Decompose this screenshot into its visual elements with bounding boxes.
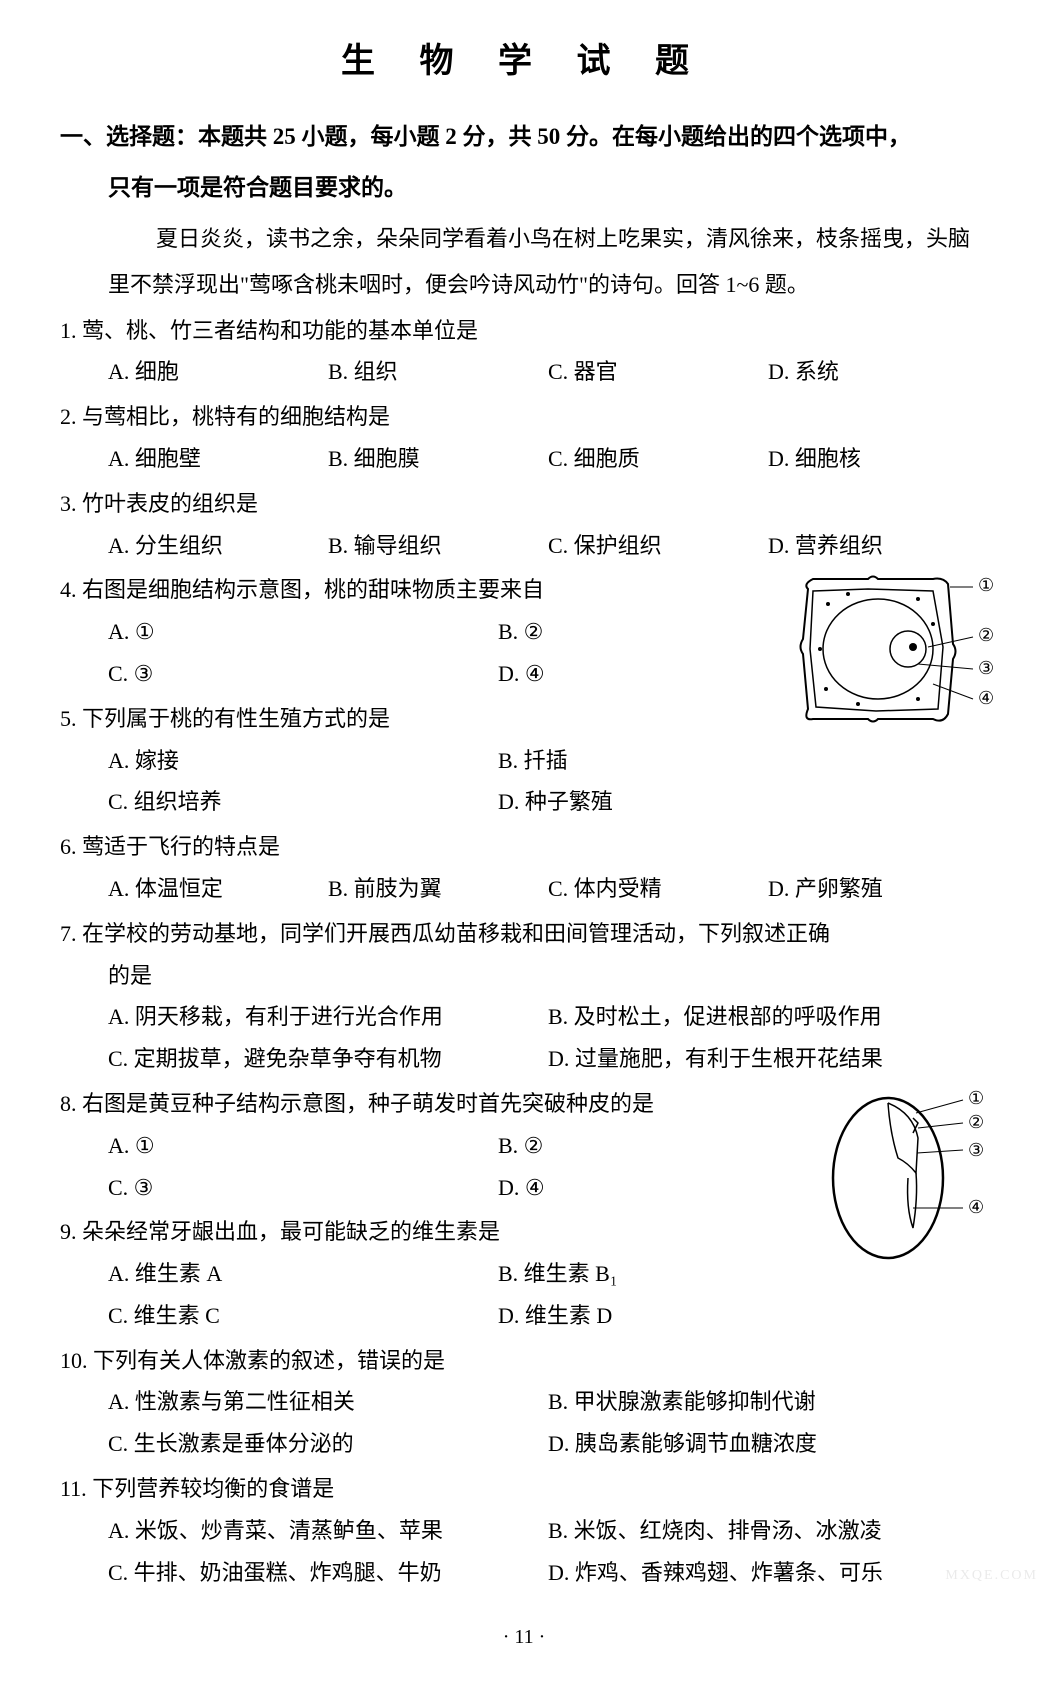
q2-stem: 2. 与莺相比，桃特有的细胞结构是 bbox=[60, 396, 988, 438]
exam-title: 生 物 学 试 题 bbox=[60, 30, 988, 95]
section-header-line1: 一、选择题：本题共 25 小题，每小题 2 分，共 50 分。在每小题给出的四个… bbox=[60, 115, 988, 159]
q7-options-row1: A. 阴天移栽，有利于进行光合作用 B. 及时松土，促进根部的呼吸作用 bbox=[60, 996, 988, 1038]
q10-options-row1: A. 性激素与第二性征相关 B. 甲状腺激素能够抑制代谢 bbox=[60, 1381, 988, 1423]
watermark: MXQE.COM bbox=[945, 1563, 1038, 1590]
q1-opt-b: B. 组织 bbox=[328, 351, 548, 393]
q6-opt-c: C. 体内受精 bbox=[548, 868, 768, 910]
q5-opt-c: C. 组织培养 bbox=[108, 781, 498, 823]
question-7: 7. 在学校的劳动基地，同学们开展西瓜幼苗移栽和田间管理活动，下列叙述正确 的是… bbox=[60, 913, 988, 1080]
q3-opt-a: A. 分生组织 bbox=[108, 525, 328, 567]
seed-label-1: ① bbox=[968, 1088, 984, 1108]
q2-options: A. 细胞壁 B. 细胞膜 C. 细胞质 D. 细胞核 bbox=[60, 438, 988, 480]
q7-opt-a: A. 阴天移栽，有利于进行光合作用 bbox=[108, 996, 548, 1038]
q9-opt-c: C. 维生素 C bbox=[108, 1295, 498, 1337]
q1-opt-d: D. 系统 bbox=[768, 351, 988, 393]
q6-opt-a: A. 体温恒定 bbox=[108, 868, 328, 910]
passage: 夏日炎炎，读书之余，朵朵同学看着小鸟在树上吃果实，清风徐来，枝条摇曳，头脑 里不… bbox=[60, 218, 988, 306]
q9-options-row2: C. 维生素 C D. 维生素 D bbox=[60, 1295, 988, 1337]
q2-opt-a: A. 细胞壁 bbox=[108, 438, 328, 480]
q11-opt-d: D. 炸鸡、香辣鸡翅、炸薯条、可乐 bbox=[548, 1552, 988, 1594]
q10-stem: 10. 下列有关人体激素的叙述，错误的是 bbox=[60, 1340, 988, 1382]
q6-opt-b: B. 前肢为翼 bbox=[328, 868, 548, 910]
q5-opt-a: A. 嫁接 bbox=[108, 740, 498, 782]
q3-options: A. 分生组织 B. 输导组织 C. 保护组织 D. 营养组织 bbox=[60, 525, 988, 567]
seed-label-3: ③ bbox=[968, 1140, 984, 1160]
passage-line2: 里不禁浮现出"莺啄含桃未咽时，便会吟诗风动竹"的诗句。回答 1~6 题。 bbox=[60, 264, 988, 306]
question-8: ① ② ③ ④ 8. 右图是黄豆种子结构示意图，种子萌发时首先突破种皮的是 A.… bbox=[60, 1083, 988, 1208]
q8-opt-c: C. ③ bbox=[108, 1167, 498, 1209]
question-9: 9. 朵朵经常牙龈出血，最可能缺乏的维生素是 A. 维生素 A B. 维生素 B… bbox=[60, 1211, 988, 1336]
q3-stem: 3. 竹叶表皮的组织是 bbox=[60, 483, 988, 525]
q5-options-row1: A. 嫁接 B. 扦插 bbox=[60, 740, 988, 782]
question-5: 5. 下列属于桃的有性生殖方式的是 A. 嫁接 B. 扦插 C. 组织培养 D.… bbox=[60, 698, 988, 823]
q6-stem: 6. 莺适于飞行的特点是 bbox=[60, 826, 988, 868]
q7-stem-cont: 的是 bbox=[60, 955, 988, 997]
q11-opt-b: B. 米饭、红烧肉、排骨汤、冰激凌 bbox=[548, 1510, 988, 1552]
q4-opt-a: A. ① bbox=[108, 611, 498, 653]
q5-opt-d: D. 种子繁殖 bbox=[498, 781, 988, 823]
q7-opt-c: C. 定期拔草，避免杂草争夺有机物 bbox=[108, 1038, 548, 1080]
q6-opt-d: D. 产卵繁殖 bbox=[768, 868, 988, 910]
question-4: ① ② ③ ④ 4. 右图是细胞结构示意图，桃的甜味物质主要来自 A. ① B.… bbox=[60, 569, 988, 694]
q9-opt-d: D. 维生素 D bbox=[498, 1295, 988, 1337]
q7-stem: 7. 在学校的劳动基地，同学们开展西瓜幼苗移栽和田间管理活动，下列叙述正确 bbox=[60, 913, 988, 955]
question-11: 11. 下列营养较均衡的食谱是 A. 米饭、炒青菜、清蒸鲈鱼、苹果 B. 米饭、… bbox=[60, 1468, 988, 1593]
q9-options-row1: A. 维生素 A B. 维生素 B₁ bbox=[60, 1253, 988, 1295]
q10-opt-a: A. 性激素与第二性征相关 bbox=[108, 1381, 548, 1423]
q11-stem: 11. 下列营养较均衡的食谱是 bbox=[60, 1468, 988, 1510]
section-header: 一、选择题：本题共 25 小题，每小题 2 分，共 50 分。在每小题给出的四个… bbox=[60, 115, 988, 210]
q2-opt-d: D. 细胞核 bbox=[768, 438, 988, 480]
q4-opt-c: C. ③ bbox=[108, 653, 498, 695]
q8-opt-a: A. ① bbox=[108, 1125, 498, 1167]
section-header-line2: 只有一项是符合题目要求的。 bbox=[60, 166, 988, 210]
q7-opt-d: D. 过量施肥，有利于生根开花结果 bbox=[548, 1038, 988, 1080]
q1-stem: 1. 莺、桃、竹三者结构和功能的基本单位是 bbox=[60, 310, 988, 352]
cell-label-2: ② bbox=[978, 625, 994, 645]
q2-opt-b: B. 细胞膜 bbox=[328, 438, 548, 480]
question-10: 10. 下列有关人体激素的叙述，错误的是 A. 性激素与第二性征相关 B. 甲状… bbox=[60, 1340, 988, 1465]
q3-opt-b: B. 输导组织 bbox=[328, 525, 548, 567]
q10-options-row2: C. 生长激素是垂体分泌的 D. 胰岛素能够调节血糖浓度 bbox=[60, 1423, 988, 1465]
q6-options: A. 体温恒定 B. 前肢为翼 C. 体内受精 D. 产卵繁殖 bbox=[60, 868, 988, 910]
q3-opt-c: C. 保护组织 bbox=[548, 525, 768, 567]
q11-options-row2: C. 牛排、奶油蛋糕、炸鸡腿、牛奶 D. 炸鸡、香辣鸡翅、炸薯条、可乐 bbox=[60, 1552, 988, 1594]
q10-opt-c: C. 生长激素是垂体分泌的 bbox=[108, 1423, 548, 1465]
q10-opt-d: D. 胰岛素能够调节血糖浓度 bbox=[548, 1423, 988, 1465]
q5-opt-b: B. 扦插 bbox=[498, 740, 988, 782]
q9-opt-b: B. 维生素 B₁ bbox=[498, 1253, 988, 1295]
q11-opt-c: C. 牛排、奶油蛋糕、炸鸡腿、牛奶 bbox=[108, 1552, 548, 1594]
q1-opt-c: C. 器官 bbox=[548, 351, 768, 393]
cell-label-1: ① bbox=[978, 575, 994, 595]
q10-opt-b: B. 甲状腺激素能够抑制代谢 bbox=[548, 1381, 988, 1423]
q11-opt-a: A. 米饭、炒青菜、清蒸鲈鱼、苹果 bbox=[108, 1510, 548, 1552]
q3-opt-d: D. 营养组织 bbox=[768, 525, 988, 567]
q7-opt-b: B. 及时松土，促进根部的呼吸作用 bbox=[548, 996, 988, 1038]
page-number: · 11 · bbox=[60, 1618, 988, 1656]
question-3: 3. 竹叶表皮的组织是 A. 分生组织 B. 输导组织 C. 保护组织 D. 营… bbox=[60, 483, 988, 567]
q5-stem: 5. 下列属于桃的有性生殖方式的是 bbox=[60, 698, 988, 740]
passage-line1: 夏日炎炎，读书之余，朵朵同学看着小鸟在树上吃果实，清风徐来，枝条摇曳，头脑 bbox=[60, 218, 988, 260]
q1-opt-a: A. 细胞 bbox=[108, 351, 328, 393]
q9-stem: 9. 朵朵经常牙龈出血，最可能缺乏的维生素是 bbox=[60, 1211, 988, 1253]
q7-options-row2: C. 定期拔草，避免杂草争夺有机物 D. 过量施肥，有利于生根开花结果 bbox=[60, 1038, 988, 1080]
seed-label-2: ② bbox=[968, 1112, 984, 1132]
question-6: 6. 莺适于飞行的特点是 A. 体温恒定 B. 前肢为翼 C. 体内受精 D. … bbox=[60, 826, 988, 910]
question-1: 1. 莺、桃、竹三者结构和功能的基本单位是 A. 细胞 B. 组织 C. 器官 … bbox=[60, 310, 988, 394]
q2-opt-c: C. 细胞质 bbox=[548, 438, 768, 480]
question-2: 2. 与莺相比，桃特有的细胞结构是 A. 细胞壁 B. 细胞膜 C. 细胞质 D… bbox=[60, 396, 988, 480]
q11-options-row1: A. 米饭、炒青菜、清蒸鲈鱼、苹果 B. 米饭、红烧肉、排骨汤、冰激凌 bbox=[60, 1510, 988, 1552]
q1-options: A. 细胞 B. 组织 C. 器官 D. 系统 bbox=[60, 351, 988, 393]
q5-options-row2: C. 组织培养 D. 种子繁殖 bbox=[60, 781, 988, 823]
cell-label-3: ③ bbox=[978, 658, 994, 678]
q9-opt-a: A. 维生素 A bbox=[108, 1253, 498, 1295]
